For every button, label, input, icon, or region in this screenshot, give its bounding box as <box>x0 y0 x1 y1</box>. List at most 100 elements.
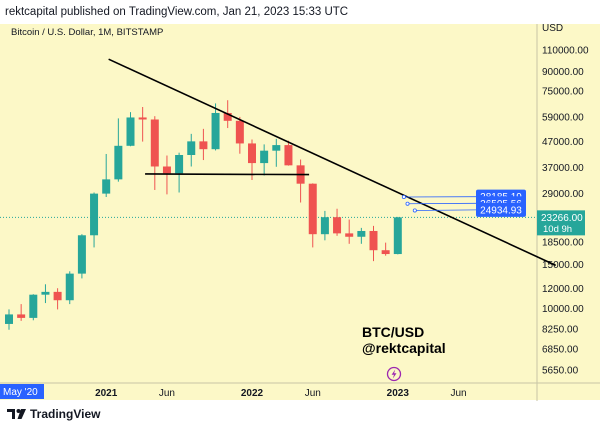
candle-2020-06 <box>17 304 26 321</box>
currency-label: USD <box>542 23 563 34</box>
candle-body <box>138 117 147 120</box>
annotation-handle: @rektcapital <box>362 340 446 356</box>
candle-2022-06 <box>308 183 317 248</box>
time-axis-ticks: May '20 2021 Jun 2022 Jun 2023 Jun <box>0 384 467 399</box>
candle-2022-10 <box>357 227 366 244</box>
chart-title: Bitcoin / U.S. Dollar, 1M, BITSTAMP <box>11 27 163 38</box>
candle-body <box>175 155 184 174</box>
candle-body <box>77 235 86 274</box>
candle-2020-07 <box>29 294 38 321</box>
candle-2020-09 <box>53 288 62 310</box>
candle-body <box>29 294 38 318</box>
candle-2022-02 <box>260 144 269 176</box>
candle-2021-05 <box>150 116 159 190</box>
trendline-descending-resistance <box>108 58 557 267</box>
footer: TradingView <box>0 402 600 426</box>
candle-body <box>308 183 317 235</box>
candle-body <box>333 217 342 234</box>
candle-body <box>5 314 13 324</box>
price-tick-label: 18500.00 <box>542 238 584 249</box>
candle-2022-03 <box>272 138 281 167</box>
candle-body <box>357 230 366 237</box>
candle-2020-12 <box>90 192 99 248</box>
candle-body <box>90 193 99 236</box>
event-lightning-icon[interactable] <box>386 366 402 382</box>
candle-body <box>114 145 123 180</box>
projection-rays <box>401 195 477 213</box>
price-tick-label: 110000.00 <box>542 45 589 56</box>
price-tick-label: 29000.00 <box>542 189 584 200</box>
candle-body <box>381 250 390 255</box>
trendline-horizontal-support <box>145 173 310 176</box>
candle-body <box>187 141 196 156</box>
time-tick-label: 2022 <box>241 388 264 399</box>
time-tick-label: Jun <box>305 388 321 399</box>
candle-body <box>150 119 159 167</box>
candle-2021-04 <box>138 106 147 142</box>
tradingview-logo-icon <box>7 409 26 419</box>
candle-2021-10 <box>211 103 220 151</box>
price-label-text: 24934.93 <box>480 205 522 216</box>
annotation-symbol: BTC/USD <box>362 324 424 340</box>
projection-ray-origin <box>412 208 417 213</box>
price-tick-label: 90000.00 <box>542 67 584 78</box>
time-tick-label: Jun <box>159 388 175 399</box>
candlesticks <box>5 100 402 330</box>
price-label-box <box>476 202 526 217</box>
time-tick-label: May '20 <box>3 387 38 398</box>
time-range-highlight <box>0 384 44 399</box>
plot-background <box>0 24 537 400</box>
candle-2022-11 <box>369 225 378 262</box>
candle-2021-08 <box>187 133 196 167</box>
candle-2021-01 <box>102 153 111 198</box>
candle-2020-08 <box>41 284 50 304</box>
publish-header: rektcapital published on TradingView.com… <box>0 0 600 24</box>
candle-2022-04 <box>284 140 293 166</box>
candle-body <box>102 179 111 194</box>
candle-2021-09 <box>199 128 208 161</box>
price-tick-label: 59000.00 <box>542 113 584 124</box>
candle-body <box>235 120 244 144</box>
price-tick-label: 75000.00 <box>542 87 584 98</box>
price-tick-label: 12000.00 <box>542 284 584 295</box>
price-tick-label: 5650.00 <box>542 365 579 376</box>
candle-2021-12 <box>235 116 244 154</box>
price-axis-ticks: 110000.00 90000.00 75000.00 59000.00 47000.0… <box>542 45 589 376</box>
candle-body <box>248 143 256 164</box>
candle-2021-06 <box>162 155 171 195</box>
candle-body <box>65 273 74 301</box>
projection-ray-origin <box>405 201 410 206</box>
candle-body <box>272 145 281 151</box>
candle-body <box>284 145 293 166</box>
time-tick-label: 2021 <box>95 388 118 399</box>
price-tick-label: 10000.00 <box>542 304 584 315</box>
candle-2020-10 <box>65 271 74 305</box>
candle-2022-01 <box>248 139 256 181</box>
candle-2020-05 <box>5 309 13 330</box>
candle-2022-09 <box>345 219 354 244</box>
time-tick-label: Jun <box>450 388 466 399</box>
time-tick-label: 2023 <box>387 388 410 399</box>
projection-ray <box>414 209 477 211</box>
candle-2020-11 <box>77 234 86 279</box>
candle-body <box>211 112 220 150</box>
trendlines <box>108 58 557 267</box>
candle-body <box>41 291 50 295</box>
candle-body <box>17 314 26 318</box>
candle-body <box>199 141 208 150</box>
candle-body <box>369 230 378 251</box>
candle-body <box>260 150 269 164</box>
candle-body <box>320 217 329 235</box>
publish-info: rektcapital published on TradingView.com… <box>5 6 349 18</box>
candle-body <box>53 291 62 301</box>
projection-ray-origin <box>401 195 406 200</box>
candle-2022-07 <box>320 210 329 241</box>
candle-2022-08 <box>333 208 342 236</box>
price-tick-label: 8250.00 <box>542 325 579 336</box>
candle-body <box>345 233 354 237</box>
price-tick-label: 6850.00 <box>542 345 579 356</box>
price-tick-label: 37000.00 <box>542 163 584 174</box>
candle-body <box>393 217 402 255</box>
